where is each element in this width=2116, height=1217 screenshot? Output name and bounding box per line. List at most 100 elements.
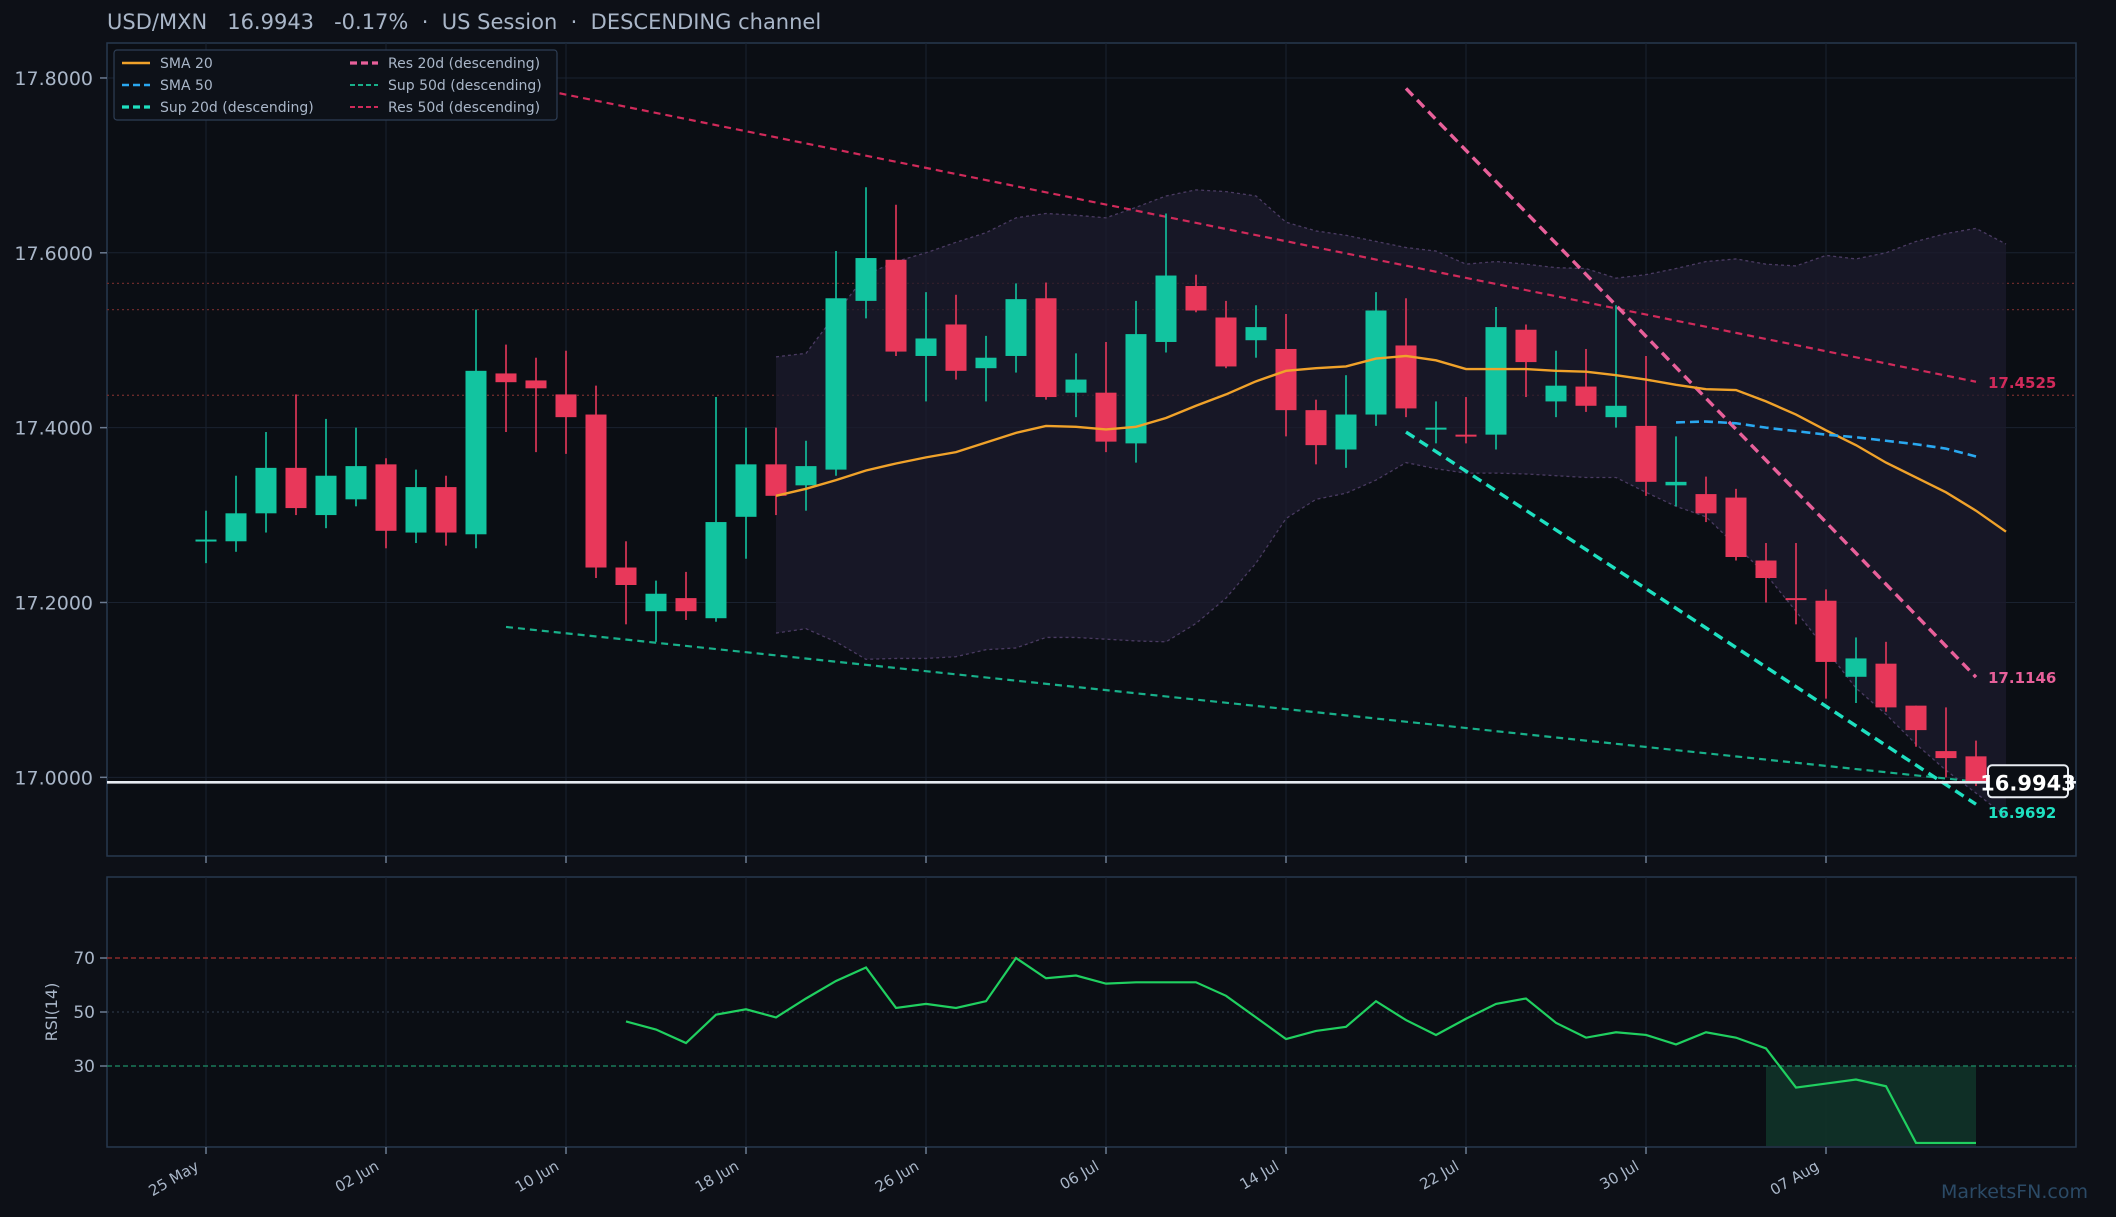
rsi-axis-label: RSI(14)	[42, 983, 61, 1042]
candle-body	[855, 258, 877, 301]
watermark: MarketsFN.com	[1941, 1181, 2088, 1203]
bollinger-band	[776, 189, 2006, 817]
candle-body	[1395, 345, 1417, 409]
candle-body	[1155, 275, 1177, 342]
candle-body	[945, 324, 967, 371]
candle-body	[1635, 425, 1657, 482]
candle-body	[1815, 600, 1837, 662]
res50-label: 17.4525	[1988, 374, 2056, 392]
rsi-y-tick-label: 30	[73, 1057, 95, 1077]
legend-label: Res 50d (descending)	[388, 100, 540, 116]
y-tick-label: 17.4000	[14, 418, 93, 440]
y-tick-label: 17.0000	[14, 767, 93, 789]
rsi-y-tick-label: 70	[73, 949, 95, 969]
candle-body	[615, 567, 637, 585]
candle-body	[705, 522, 727, 619]
candle-body	[795, 466, 817, 486]
price-label: 16.9943	[227, 10, 315, 34]
res50-trendline	[535, 87, 1977, 383]
bollinger-upper	[775, 189, 2007, 358]
candle-body	[1935, 751, 1957, 759]
candle-body	[1695, 494, 1717, 514]
candle-body	[1185, 286, 1207, 311]
legend-label: Sup 50d (descending)	[388, 78, 542, 94]
candle-body	[465, 370, 487, 535]
x-tick-label: 25 May	[145, 1157, 202, 1200]
candle-body	[1035, 298, 1057, 398]
candle-body	[1335, 414, 1357, 450]
y-tick-label: 17.8000	[14, 68, 93, 90]
y-tick-label: 17.6000	[14, 243, 93, 265]
candle-body	[1905, 705, 1927, 731]
legend-label: Res 20d (descending)	[388, 56, 540, 72]
pair-label: USD/MXN	[107, 10, 208, 34]
candle-body	[975, 357, 997, 369]
last-price-badge	[1987, 764, 2069, 799]
candle-body	[1965, 756, 1987, 783]
candle-body	[1095, 392, 1117, 442]
candle-body	[1875, 663, 1897, 708]
candle-body	[345, 466, 367, 500]
candle-body	[1515, 329, 1537, 363]
candle-body	[1725, 497, 1747, 558]
x-tick-label: 18 Jun	[692, 1157, 742, 1196]
candle-body	[225, 513, 247, 542]
legend-label: Sup 20d (descending)	[160, 100, 314, 116]
candle-body	[195, 539, 217, 542]
candle-body	[1425, 427, 1447, 430]
x-tick-label: 30 Jul	[1597, 1157, 1642, 1194]
res20-label: 17.1146	[1988, 669, 2056, 687]
x-tick-label: 26 Jun	[872, 1157, 922, 1196]
candle-body	[1665, 481, 1687, 486]
candle-body	[675, 598, 697, 612]
pattern-label: DESCENDING channel	[590, 10, 822, 34]
candle-body	[765, 464, 787, 496]
candle-body	[825, 298, 847, 470]
x-tick-label: 10 Jun	[512, 1157, 562, 1196]
x-tick-label: 14 Jul	[1237, 1157, 1282, 1194]
candle-body	[1065, 379, 1087, 393]
candle-body	[1605, 405, 1627, 418]
legend-label: SMA 20	[160, 56, 213, 72]
candle-body	[285, 467, 307, 509]
candle-body	[525, 380, 547, 389]
candle-body	[585, 414, 607, 568]
candle-body	[1005, 299, 1027, 356]
candle-body	[555, 394, 577, 418]
rsi-oversold-fill	[1766, 1066, 1976, 1146]
rsi-line	[625, 956, 1976, 1145]
candle-body	[735, 464, 757, 517]
session-label: US Session	[441, 10, 558, 34]
candle-body	[1485, 327, 1507, 435]
candle-body	[405, 487, 427, 533]
candle-body	[1305, 410, 1327, 446]
candle-body	[1545, 385, 1567, 402]
candle-body	[1245, 327, 1267, 341]
candle-body	[645, 593, 667, 612]
candle-body	[915, 338, 937, 356]
bollinger-lower	[775, 461, 2007, 818]
y-tick-label: 17.2000	[14, 592, 93, 614]
candle-body	[885, 259, 907, 352]
candle-body	[255, 467, 277, 514]
sma20-line	[775, 354, 2007, 533]
x-tick-label: 06 Jul	[1057, 1157, 1102, 1194]
candle-body	[1215, 317, 1237, 367]
change-label: -0.17%	[334, 10, 409, 34]
legend-box	[113, 49, 558, 121]
candle-body	[1845, 658, 1867, 677]
candle-body	[1275, 348, 1297, 411]
candle-body	[1365, 310, 1387, 415]
last-price-label: 16.9943	[1980, 771, 2076, 795]
candle-body	[1575, 386, 1597, 406]
res20-trendline	[1404, 87, 1978, 679]
candle-body	[315, 475, 337, 516]
sup20-trendline	[1405, 430, 1977, 806]
candle-body	[375, 464, 397, 531]
sup50-trendline	[505, 625, 1977, 783]
sma50-line	[1675, 420, 1977, 458]
rsi-y-tick-label: 50	[73, 1003, 95, 1023]
x-tick-label: 22 Jul	[1417, 1157, 1462, 1194]
candle-body	[1785, 598, 1807, 601]
